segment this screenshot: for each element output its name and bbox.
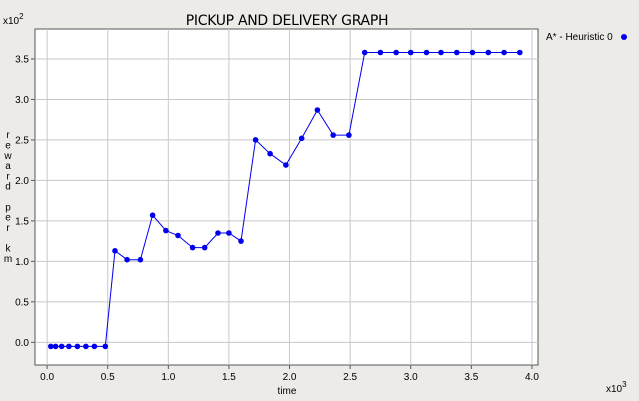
data-point [149, 212, 156, 218]
y-axis-label-char: d [5, 182, 11, 193]
data-point [58, 343, 65, 350]
data-point [469, 49, 476, 56]
y-tick-label: 1.0 [15, 257, 29, 268]
data-point [74, 343, 81, 350]
data-point [517, 49, 523, 56]
chart-title: PICKUP AND DELIVERY GRAPH [186, 13, 388, 29]
legend-marker [621, 34, 627, 40]
data-point [83, 343, 89, 350]
data-point [102, 343, 109, 350]
y-tick-label: 0.5 [15, 297, 29, 308]
x-tick-label: 4.0 [525, 372, 539, 383]
legend-label: A* - Heuristic 0 [546, 32, 613, 43]
data-point [485, 49, 492, 56]
y-tick-label: 2.5 [15, 135, 29, 146]
y-tick-label: 1.5 [15, 216, 29, 227]
data-point [124, 256, 130, 263]
y-axis-label-char: p [5, 202, 11, 213]
y-axis-label-char: e [5, 141, 11, 152]
y-axis-label-char: k [6, 244, 12, 255]
series-layer [48, 49, 523, 350]
x-tick-label: 0.5 [101, 372, 115, 383]
y-axis-label-char: r [6, 223, 10, 234]
data-point [252, 137, 259, 143]
data-point [438, 49, 444, 56]
data-point [238, 238, 244, 244]
y-tick-label: 2.0 [15, 176, 29, 187]
y-axis-label-char: m [4, 254, 12, 265]
y-tick-label: 0.0 [15, 338, 29, 349]
plot-area [34, 28, 539, 366]
data-point [226, 230, 232, 236]
x-tick-label: 0.0 [40, 372, 54, 383]
y-axis-label-char: w [3, 151, 12, 162]
data-point [91, 343, 98, 350]
x-axis-ticks: 0.0 0.5 1.0 1.5 2.0 2.5 3.0 3.5 4.0 [40, 365, 539, 383]
y-tick-label: 3.0 [15, 95, 29, 106]
grid [35, 29, 538, 365]
data-point [377, 49, 384, 56]
data-point [163, 227, 169, 234]
data-point [314, 107, 321, 113]
legend: A* - Heuristic 0 [546, 32, 627, 43]
y-axis-label-char: a [5, 161, 11, 172]
data-point [112, 248, 118, 254]
data-point [330, 132, 337, 138]
y-axis-label-char: r [6, 171, 10, 182]
y-axis-label-char: r [6, 130, 10, 141]
data-point [52, 343, 59, 350]
data-point [48, 343, 54, 350]
x-tick-label: 3.0 [404, 372, 418, 383]
x-multiplier: x103 [606, 380, 627, 395]
data-point [189, 244, 196, 251]
data-point [283, 162, 289, 168]
x-tick-label: 2.0 [283, 372, 297, 383]
y-axis-label-char: e [5, 213, 11, 224]
data-point [393, 49, 400, 56]
data-point [361, 49, 368, 56]
data-point [298, 135, 305, 142]
y-multiplier: x102 [3, 12, 24, 27]
x-tick-label: 2.5 [343, 372, 357, 383]
data-point [66, 343, 72, 350]
x-tick-label: 3.5 [464, 372, 478, 383]
data-point [407, 49, 414, 56]
data-point [423, 49, 430, 56]
data-point [215, 230, 221, 236]
y-axis-ticks: 0.0 0.5 1.0 1.5 2.0 2.5 3.0 3.5 [15, 54, 35, 349]
data-point [454, 49, 460, 56]
x-tick-label: 1.0 [161, 372, 175, 383]
data-point [501, 49, 507, 56]
data-point [267, 150, 273, 157]
data-point [175, 232, 181, 239]
data-point [137, 256, 144, 263]
y-tick-label: 3.5 [15, 54, 29, 65]
data-point [201, 244, 208, 251]
x-tick-label: 1.5 [222, 372, 236, 383]
x-axis-label: time [278, 386, 297, 397]
data-point [346, 132, 352, 138]
